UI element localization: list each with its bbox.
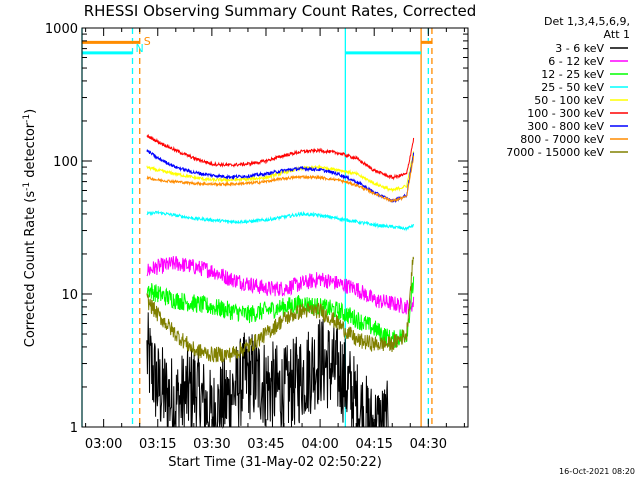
y-tick-label-1: 10 (61, 288, 78, 303)
plot-frame (81, 27, 469, 428)
annotations: SN (136, 35, 151, 55)
y-axis-label-prefix: Corrected Count Rate (s (23, 191, 38, 348)
series-line-1 (146, 312, 389, 429)
y-axis-ticks: 1 10 100 1000 (45, 22, 468, 436)
series-line-4 (146, 210, 415, 232)
annotation-n: N (136, 42, 144, 55)
series-line-7 (146, 149, 415, 204)
x-tick-label-1: 03:15 (139, 437, 176, 452)
series-line-2 (146, 256, 415, 315)
x-tick-label-4: 04:00 (301, 437, 338, 452)
chart-title: RHESSI Observing Summary Count Rates, Co… (84, 2, 477, 20)
y-axis-label-sup2: -1 (22, 114, 32, 123)
series-line-6 (146, 134, 415, 181)
y-tick-label-2: 100 (53, 155, 78, 170)
series-line-9 (146, 256, 415, 363)
legend-header-line1: Det 1,3,4,5,6,9, (544, 15, 630, 28)
x-tick-label-2: 03:30 (193, 437, 230, 452)
series-line-8 (146, 155, 415, 203)
legend-label-8: 800 - 7000 keV (520, 133, 604, 146)
annotation-s: S (144, 35, 151, 48)
x-axis-label: Start Time (31-May-02 02:50:22) (168, 455, 382, 470)
y-axis-label-mid: detector (23, 122, 38, 182)
y-tick-label-3: 1000 (45, 22, 78, 37)
legend-label-6: 100 - 300 keV (527, 107, 604, 120)
y-axis-label-suffix: ) (23, 109, 38, 114)
legend-label-1: 3 - 6 keV (555, 42, 604, 55)
data-series (146, 134, 415, 429)
y-axis-label: Corrected Count Rate (s-1 detector-1) (22, 109, 38, 347)
footer-timestamp: 16-Oct-2021 08:20 (559, 467, 635, 476)
x-tick-label-5: 04:15 (355, 437, 392, 452)
legend-label-7: 300 - 800 keV (527, 120, 604, 133)
legend-label-2: 6 - 12 keV (548, 55, 604, 68)
legend-label-4: 25 - 50 keV (541, 81, 604, 94)
x-tick-label-3: 03:45 (247, 437, 284, 452)
flag-bars (82, 40, 432, 55)
x-tick-label-6: 04:30 (410, 437, 447, 452)
y-tick-label-0: 1 (70, 421, 78, 436)
series-line-3 (146, 276, 415, 348)
legend-label-9: 7000 - 15000 keV (506, 146, 604, 159)
legend-header-line2: Att 1 (604, 28, 630, 41)
series-line-5 (146, 151, 415, 193)
x-axis-ticks: 03:00 03:15 03:30 03:45 04:00 04:15 04:30 (85, 28, 465, 452)
x-tick-label-0: 03:00 (85, 437, 122, 452)
y-axis-label-sup1: -1 (22, 182, 32, 191)
legend-label-3: 12 - 25 keV (541, 68, 604, 81)
legend-label-5: 50 - 100 keV (534, 94, 604, 107)
plot-content (81, 28, 433, 429)
